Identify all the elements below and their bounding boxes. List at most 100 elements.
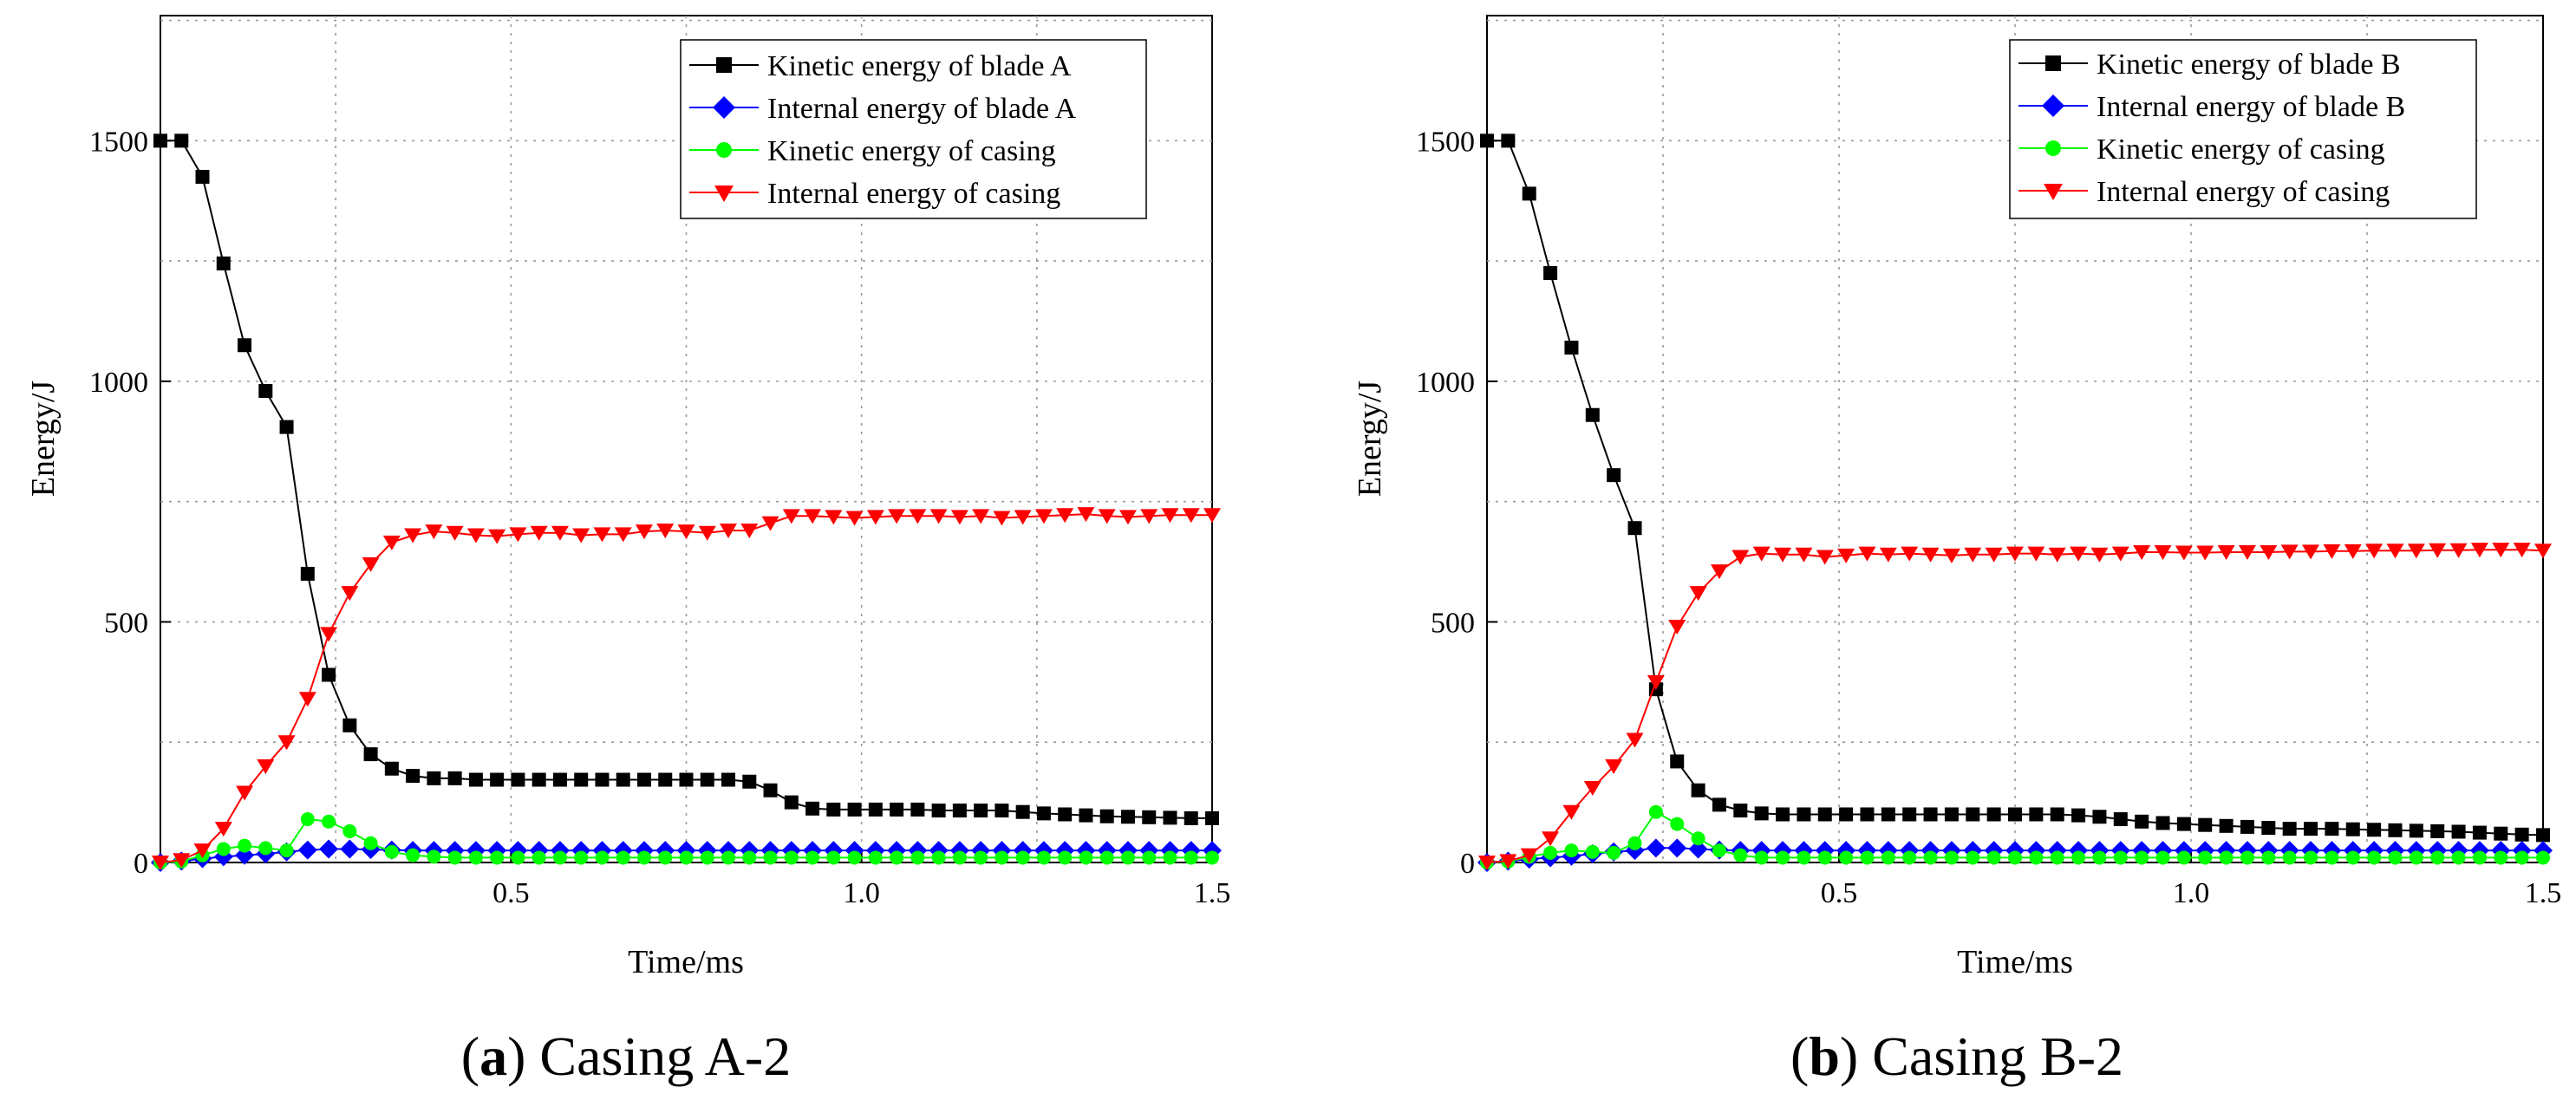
data-point [2472, 850, 2487, 865]
data-point [216, 842, 231, 856]
data-point [2470, 543, 2488, 558]
data-point [679, 772, 694, 787]
data-point [238, 338, 252, 353]
x-tick-label: 1.5 [2525, 877, 2562, 909]
data-point [595, 772, 610, 787]
data-point [2367, 850, 2382, 865]
data-point [300, 566, 315, 581]
data-point [742, 850, 757, 865]
data-point [1986, 850, 2001, 865]
data-point [2111, 546, 2129, 562]
data-point [826, 802, 841, 817]
data-point [1058, 807, 1073, 822]
data-point [406, 848, 421, 862]
data-point [2282, 850, 2297, 865]
data-point [320, 627, 338, 642]
data-point [1564, 843, 1579, 858]
data-point [972, 509, 990, 524]
data-point [2113, 812, 2128, 827]
y-tick-label: 500 [104, 607, 148, 639]
data-point [2176, 817, 2191, 831]
data-point [258, 383, 273, 398]
data-point [152, 856, 169, 870]
data-point [447, 771, 462, 785]
data-point [1542, 831, 1560, 847]
data-point [1120, 810, 1135, 824]
data-point [1014, 510, 1032, 525]
data-point [1034, 509, 1053, 524]
data-point [341, 586, 359, 602]
data-point [2071, 808, 2086, 823]
data-point [2536, 850, 2550, 865]
legend-label: Kinetic energy of blade B [2097, 49, 2401, 81]
data-point [1860, 807, 1875, 822]
data-point [2090, 547, 2109, 563]
data-point [300, 812, 315, 827]
data-point [1564, 341, 1579, 355]
data-point [1901, 546, 1919, 562]
data-point [2135, 850, 2149, 865]
data-point [2260, 544, 2278, 560]
legend-box [680, 39, 1147, 219]
data-point [1056, 508, 1074, 524]
data-point [1942, 548, 1960, 563]
data-point [1776, 807, 1790, 822]
data-point [552, 850, 567, 865]
y-tick-label: 1000 [89, 367, 148, 399]
data-point [2029, 850, 2044, 865]
data-point [1860, 850, 1875, 865]
data-point [1689, 586, 1707, 602]
data-point [511, 772, 525, 787]
data-point [2219, 850, 2234, 865]
data-point [888, 509, 906, 524]
data-point [1098, 509, 1116, 524]
data-point [826, 850, 841, 865]
data-point [2536, 828, 2550, 843]
data-point [551, 525, 569, 541]
data-point [595, 850, 610, 865]
data-point [950, 510, 968, 525]
legend-entry: Internal energy of blade A [689, 93, 1077, 125]
legend-entry: Kinetic energy of casing [2018, 133, 2385, 166]
data-point [1881, 807, 1895, 822]
data-point [1754, 850, 1769, 865]
data-point [1543, 265, 1558, 280]
data-point [216, 256, 231, 270]
data-point [720, 523, 738, 538]
data-point [1839, 807, 1854, 822]
data-point [2198, 817, 2213, 832]
data-point [406, 769, 421, 784]
data-point [2430, 823, 2445, 838]
data-point [279, 420, 294, 434]
data-point [784, 850, 799, 865]
x-tick-label: 1.5 [1194, 877, 1231, 909]
data-point [616, 850, 630, 865]
data-point [1163, 810, 1177, 825]
data-point [2155, 850, 2170, 865]
data-point [2388, 850, 2403, 865]
data-point [2534, 543, 2552, 559]
data-point [236, 785, 254, 801]
data-point [1858, 546, 1876, 562]
data-point [1966, 807, 1980, 822]
data-point [742, 774, 757, 789]
data-point [1816, 550, 1834, 565]
data-point [909, 509, 927, 524]
data-point [342, 823, 357, 838]
data-point [1712, 797, 1726, 812]
legend-entry: Kinetic energy of casing [689, 135, 1056, 167]
data-point [974, 804, 988, 818]
data-point [868, 802, 883, 817]
data-point [2451, 824, 2466, 839]
data-point [2494, 826, 2508, 841]
data-point [384, 844, 399, 859]
data-point [1754, 806, 1769, 821]
data-point [698, 525, 716, 541]
data-point [1881, 850, 1895, 865]
x-tick-label: 0.5 [492, 877, 530, 909]
data-point [616, 772, 630, 787]
data-point [1184, 810, 1198, 825]
data-point [384, 761, 399, 776]
data-point [2365, 543, 2384, 559]
x-tick-label: 1.0 [2173, 877, 2210, 909]
